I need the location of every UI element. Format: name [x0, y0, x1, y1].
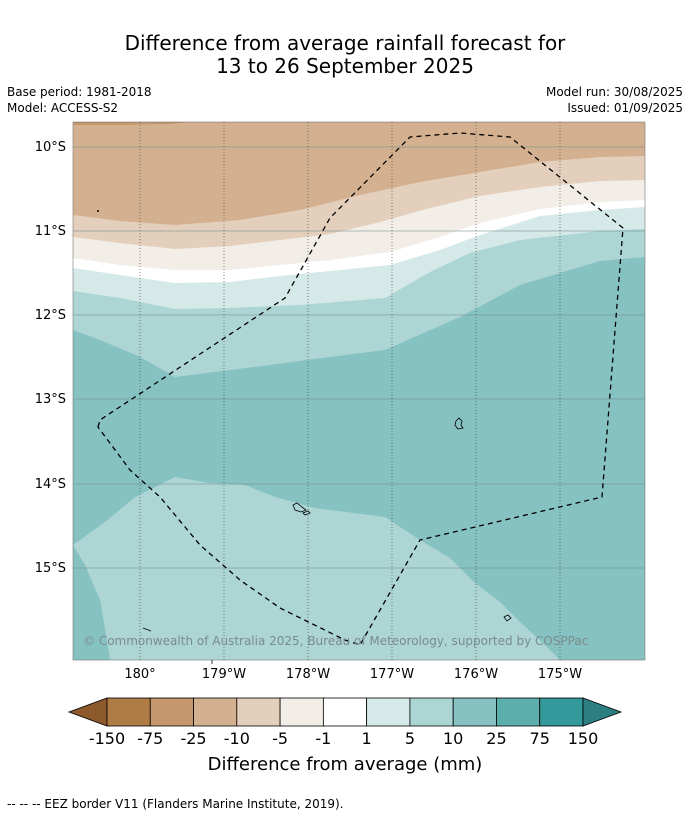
map-frame [72, 121, 646, 661]
chart-title-line1: Difference from average rainfall forecas… [124, 31, 566, 55]
colorbar-segment [539, 697, 584, 727]
lon-label: 177°W [370, 667, 414, 682]
lat-label: 11°S [35, 224, 66, 239]
lon-label: 180° [124, 667, 155, 682]
colorbar-tick-label: -1 [315, 729, 331, 748]
lat-label: 15°S [35, 561, 66, 576]
colorbar: -150 -75 -25 -10 -5 -1 1 5 10 25 75 150 [67, 697, 623, 748]
band-10-25-sw [73, 545, 110, 660]
colorbar-segment [236, 697, 281, 727]
island [302, 510, 311, 516]
colorbar-tick-label: 1 [362, 729, 372, 748]
island [97, 210, 99, 212]
colorbar-tick-label: 10 [443, 729, 463, 748]
colorbar-tick-label: 150 [568, 729, 599, 748]
band-minus75-minus25 [73, 122, 190, 125]
lat-gridlines [73, 146, 645, 569]
lat-label: 12°S [35, 308, 66, 323]
island [454, 417, 464, 430]
colorbar-segment [149, 697, 194, 727]
chart-title-line2: 13 to 26 September 2025 [216, 54, 474, 78]
base-period-text: Base period: 1981-2018 [7, 85, 152, 99]
colorbar-segment [106, 697, 151, 727]
island [292, 502, 307, 513]
colorbar-tick-label: -150 [89, 729, 125, 748]
colorbar-segment [366, 697, 411, 727]
lon-label: 176°W [454, 667, 498, 682]
eez-border [97, 132, 624, 646]
colorbar-extend-high [582, 697, 623, 727]
lat-label: 10°S [35, 140, 66, 155]
colorbar-tick-label: 25 [486, 729, 506, 748]
model-run-text: Model run: 30/08/2025 [545, 85, 683, 99]
colorbar-title: Difference from average (mm) [208, 754, 483, 775]
lon-label: 179°W [202, 667, 246, 682]
colorbar-tick-label: 75 [530, 729, 550, 748]
colorbar-segment [193, 697, 238, 727]
colorbar-tick-label: -5 [272, 729, 288, 748]
rainfall-contour-field [73, 122, 645, 660]
colorbar-tick-label: -75 [137, 729, 163, 748]
colorbar-segment [452, 697, 497, 727]
island [503, 614, 512, 622]
colorbar-segment [409, 697, 454, 727]
lon-label: 178°W [286, 667, 330, 682]
issued-date-text: Issued: 01/09/2025 [567, 101, 683, 115]
colorbar-segment [322, 697, 368, 727]
island [142, 627, 152, 632]
model-name-text: Model: ACCESS-S2 [7, 101, 119, 115]
lat-label: 13°S [35, 392, 66, 407]
colorbar-extend-low [67, 697, 108, 727]
lon-label: 175°W [538, 667, 582, 682]
colorbar-segment [496, 697, 541, 727]
colorbar-segment [279, 697, 324, 727]
eez-footnote: -- -- -- EEZ border V11 (Flanders Marine… [7, 797, 344, 811]
band-5-10-south [73, 477, 560, 660]
colorbar-tick-label: 5 [405, 729, 415, 748]
lat-label: 14°S [35, 477, 66, 492]
copyright-text: © Commonwealth of Australia 2025, Bureau… [83, 634, 588, 648]
colorbar-tick-label: -10 [224, 729, 250, 748]
band-minus25-minus10 [73, 122, 645, 225]
colorbar-tick-label: -25 [180, 729, 206, 748]
